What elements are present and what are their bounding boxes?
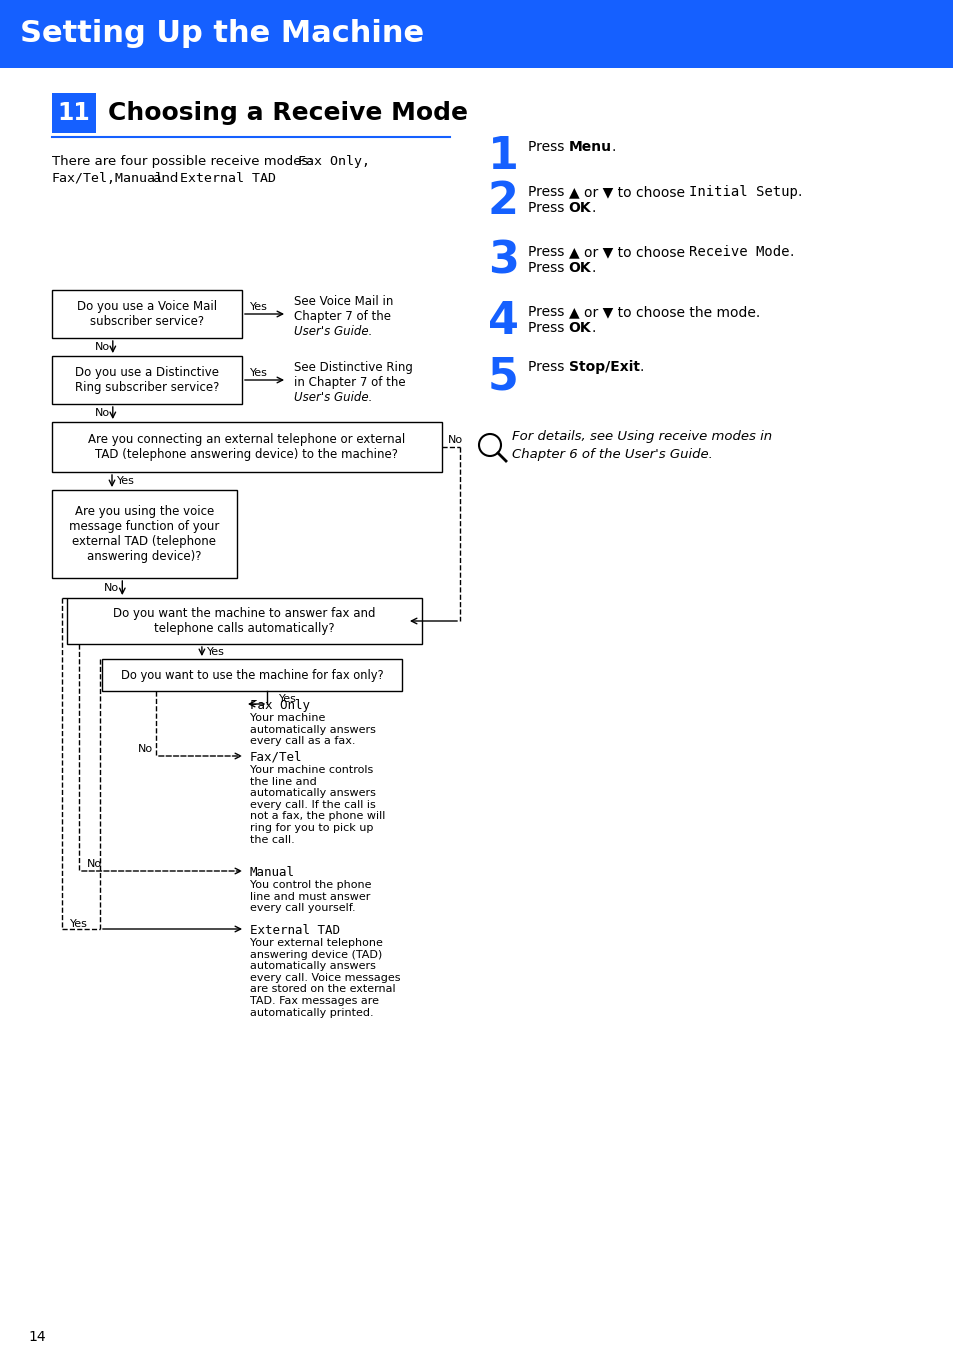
Text: No: No <box>94 342 110 353</box>
Text: 5: 5 <box>488 355 518 399</box>
Text: Do you want the machine to answer fax and
telephone calls automatically?: Do you want the machine to answer fax an… <box>113 607 375 635</box>
Text: .: . <box>591 201 595 215</box>
Text: 11: 11 <box>57 101 91 126</box>
Text: No: No <box>138 744 153 754</box>
Text: There are four possible receive modes:: There are four possible receive modes: <box>52 155 316 168</box>
Text: ▲ or ▼ to choose: ▲ or ▼ to choose <box>568 185 688 199</box>
Text: Press: Press <box>527 201 568 215</box>
Text: Chapter 6 of the User's Guide.: Chapter 6 of the User's Guide. <box>512 449 712 461</box>
Text: User's Guide.: User's Guide. <box>294 390 372 404</box>
Bar <box>52 422 441 471</box>
Text: ▲ or ▼ to choose the mode.: ▲ or ▼ to choose the mode. <box>568 305 760 319</box>
Text: Fax/Tel: Fax/Tel <box>250 751 302 765</box>
Text: Press: Press <box>527 261 568 276</box>
Text: .: . <box>639 359 643 374</box>
Text: Setting Up the Machine: Setting Up the Machine <box>20 19 424 49</box>
Text: Yes: Yes <box>250 367 268 378</box>
Text: Press: Press <box>527 322 568 335</box>
Text: No: No <box>104 584 119 593</box>
Text: User's Guide.: User's Guide. <box>294 326 372 338</box>
Text: Do you use a Voice Mail
subscriber service?: Do you use a Voice Mail subscriber servi… <box>77 300 217 328</box>
Text: ▲ or ▼ to choose: ▲ or ▼ to choose <box>568 245 688 259</box>
Text: Yes: Yes <box>117 476 134 486</box>
Text: For details, see Using receive modes in: For details, see Using receive modes in <box>512 430 771 443</box>
Text: See Distinctive Ring: See Distinctive Ring <box>294 361 413 374</box>
Text: Manual: Manual <box>250 866 294 880</box>
Text: Fax Only,: Fax Only, <box>297 155 370 168</box>
Text: .: . <box>797 185 801 199</box>
Text: Stop/Exit: Stop/Exit <box>568 359 639 374</box>
Text: 2: 2 <box>488 180 518 223</box>
Text: Are you connecting an external telephone or external
TAD (telephone answering de: Are you connecting an external telephone… <box>89 434 405 461</box>
Text: Press: Press <box>527 305 568 319</box>
Text: Yes: Yes <box>70 919 88 929</box>
Bar <box>52 490 236 578</box>
Text: External TAD: External TAD <box>250 924 339 938</box>
Text: Your machine
automatically answers
every call as a fax.: Your machine automatically answers every… <box>250 713 375 746</box>
Text: .: . <box>591 322 595 335</box>
Text: Yes: Yes <box>278 694 296 704</box>
Text: 14: 14 <box>28 1329 46 1344</box>
Text: .: . <box>267 172 271 185</box>
Text: Are you using the voice
message function of your
external TAD (telephone
answeri: Are you using the voice message function… <box>70 505 219 563</box>
Text: Menu: Menu <box>568 141 611 154</box>
Text: Do you want to use the machine for fax only?: Do you want to use the machine for fax o… <box>121 669 383 681</box>
Text: 4: 4 <box>488 300 518 343</box>
Text: and: and <box>149 172 182 185</box>
Text: No: No <box>448 435 462 444</box>
Text: OK: OK <box>568 261 591 276</box>
Text: .: . <box>591 261 595 276</box>
Bar <box>0 0 953 68</box>
Text: Press: Press <box>527 245 568 259</box>
Text: Press: Press <box>527 185 568 199</box>
Text: in Chapter 7 of the: in Chapter 7 of the <box>294 376 405 389</box>
Text: Press: Press <box>527 359 568 374</box>
Text: Chapter 7 of the: Chapter 7 of the <box>294 309 391 323</box>
Text: Receive Mode: Receive Mode <box>688 245 789 259</box>
Text: OK: OK <box>568 201 591 215</box>
Text: No: No <box>87 859 102 869</box>
Text: Fax/Tel,Manual: Fax/Tel,Manual <box>52 172 164 185</box>
Text: .: . <box>611 141 616 154</box>
Text: Do you use a Distinctive
Ring subscriber service?: Do you use a Distinctive Ring subscriber… <box>74 366 219 394</box>
Text: See Voice Mail in: See Voice Mail in <box>294 295 393 308</box>
Text: .: . <box>789 245 793 259</box>
Text: External TAD: External TAD <box>180 172 275 185</box>
Bar <box>52 290 242 338</box>
Bar <box>52 357 242 404</box>
Text: Yes: Yes <box>250 303 268 312</box>
Text: Your external telephone
answering device (TAD)
automatically answers
every call.: Your external telephone answering device… <box>250 938 400 1017</box>
Text: Initial Setup: Initial Setup <box>688 185 797 199</box>
Text: Your machine controls
the line and
automatically answers
every call. If the call: Your machine controls the line and autom… <box>250 765 385 844</box>
Bar <box>102 659 401 690</box>
Text: Choosing a Receive Mode: Choosing a Receive Mode <box>108 101 468 126</box>
Text: Yes: Yes <box>207 647 225 657</box>
Text: Fax Only: Fax Only <box>250 698 310 712</box>
Text: You control the phone
line and must answer
every call yourself.: You control the phone line and must answ… <box>250 880 371 913</box>
Text: 1: 1 <box>488 135 518 178</box>
Bar <box>52 93 96 132</box>
Text: 3: 3 <box>488 240 518 282</box>
Text: Press: Press <box>527 141 568 154</box>
Bar <box>67 598 421 644</box>
Text: No: No <box>94 408 110 417</box>
Text: OK: OK <box>568 322 591 335</box>
